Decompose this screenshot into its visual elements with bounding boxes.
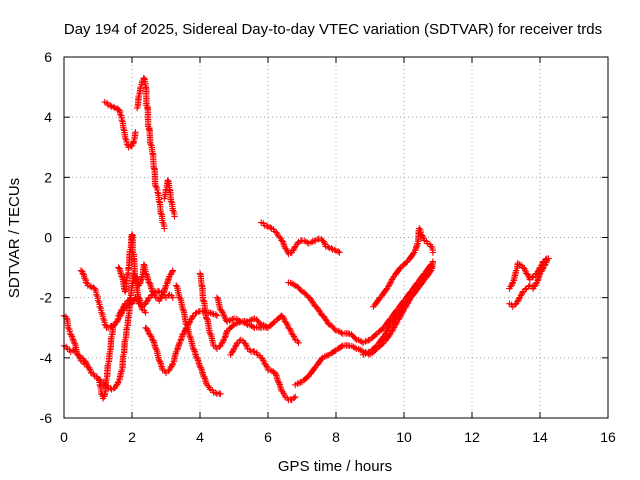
y-tick-label: 4 xyxy=(44,109,52,125)
series-arc-6 xyxy=(161,177,178,220)
data-point-markers xyxy=(101,98,139,151)
y-tick-label: 2 xyxy=(44,169,52,185)
data-point-markers xyxy=(360,258,437,358)
x-tick-label: 4 xyxy=(196,429,204,445)
y-tick-label: 0 xyxy=(44,230,52,246)
series-arc-20 xyxy=(506,255,550,292)
grid xyxy=(64,57,608,418)
data-point-markers xyxy=(60,270,149,393)
series-arc-14 xyxy=(258,219,343,258)
series-arc-18 xyxy=(370,225,437,310)
y-tick-label: -4 xyxy=(40,350,53,366)
data-point-markers xyxy=(115,287,176,319)
data-point-markers xyxy=(292,264,435,389)
x-tick-label: 10 xyxy=(396,429,412,445)
y-axis: -6 -4 -2 0 2 4 6 xyxy=(40,49,608,426)
data-point-markers xyxy=(258,219,343,258)
series-arc-5 xyxy=(133,74,168,232)
series-arc-10 xyxy=(173,282,224,398)
data-point-markers xyxy=(227,336,299,404)
chart-title: Day 194 of 2025, Sidereal Day-to-day VTE… xyxy=(64,21,602,38)
y-tick-label: -6 xyxy=(40,410,53,426)
series-arc-12 xyxy=(213,294,302,346)
data-point-markers xyxy=(506,255,550,292)
y-tick-label: -2 xyxy=(40,290,53,306)
data-point-markers xyxy=(133,74,168,232)
data-point-markers xyxy=(285,261,435,346)
data-point-markers xyxy=(370,225,437,310)
series-arc-8 xyxy=(115,287,176,319)
y-tick-label: 6 xyxy=(44,49,52,65)
x-tick-label: 12 xyxy=(464,429,480,445)
data-point-markers xyxy=(196,270,272,352)
x-tick-label: 14 xyxy=(532,429,548,445)
data-point-markers xyxy=(142,307,221,377)
series-arc-2 xyxy=(60,270,149,393)
data-point-markers xyxy=(173,282,224,398)
data-marks xyxy=(60,74,552,404)
data-point-markers xyxy=(213,294,302,346)
series-arc-15 xyxy=(285,261,435,346)
series-arc-11 xyxy=(196,270,272,352)
x-tick-label: 0 xyxy=(60,429,68,445)
x-axis-label: GPS time / hours xyxy=(278,458,392,475)
series-arc-7 xyxy=(115,231,176,304)
x-tick-label: 6 xyxy=(264,429,272,445)
series-arc-13 xyxy=(227,336,299,404)
series-arc-9 xyxy=(142,307,221,377)
x-axis: 0 2 4 6 8 10 12 14 16 xyxy=(60,57,616,445)
data-point-markers xyxy=(115,231,176,304)
series-arc-17 xyxy=(360,258,437,358)
data-point-markers xyxy=(161,177,178,220)
series-arc-4 xyxy=(101,98,139,151)
x-tick-label: 16 xyxy=(600,429,616,445)
x-tick-label: 8 xyxy=(332,429,340,445)
y-axis-label: SDTVAR / TECUs xyxy=(6,178,23,298)
series-arc-16 xyxy=(292,264,435,389)
x-tick-label: 2 xyxy=(128,429,136,445)
